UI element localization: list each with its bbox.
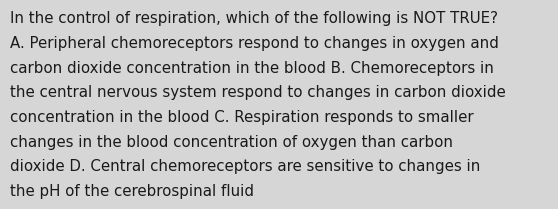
Text: dioxide D. Central chemoreceptors are sensitive to changes in: dioxide D. Central chemoreceptors are se… [10, 159, 480, 175]
Text: A. Peripheral chemoreceptors respond to changes in oxygen and: A. Peripheral chemoreceptors respond to … [10, 36, 499, 51]
Text: changes in the blood concentration of oxygen than carbon: changes in the blood concentration of ox… [10, 135, 453, 150]
Text: the central nervous system respond to changes in carbon dioxide: the central nervous system respond to ch… [10, 85, 506, 101]
Text: In the control of respiration, which of the following is NOT TRUE?: In the control of respiration, which of … [10, 11, 498, 27]
Text: concentration in the blood C. Respiration responds to smaller: concentration in the blood C. Respiratio… [10, 110, 474, 125]
Text: carbon dioxide concentration in the blood B. Chemoreceptors in: carbon dioxide concentration in the bloo… [10, 61, 494, 76]
Text: the pH of the cerebrospinal fluid: the pH of the cerebrospinal fluid [10, 184, 254, 199]
